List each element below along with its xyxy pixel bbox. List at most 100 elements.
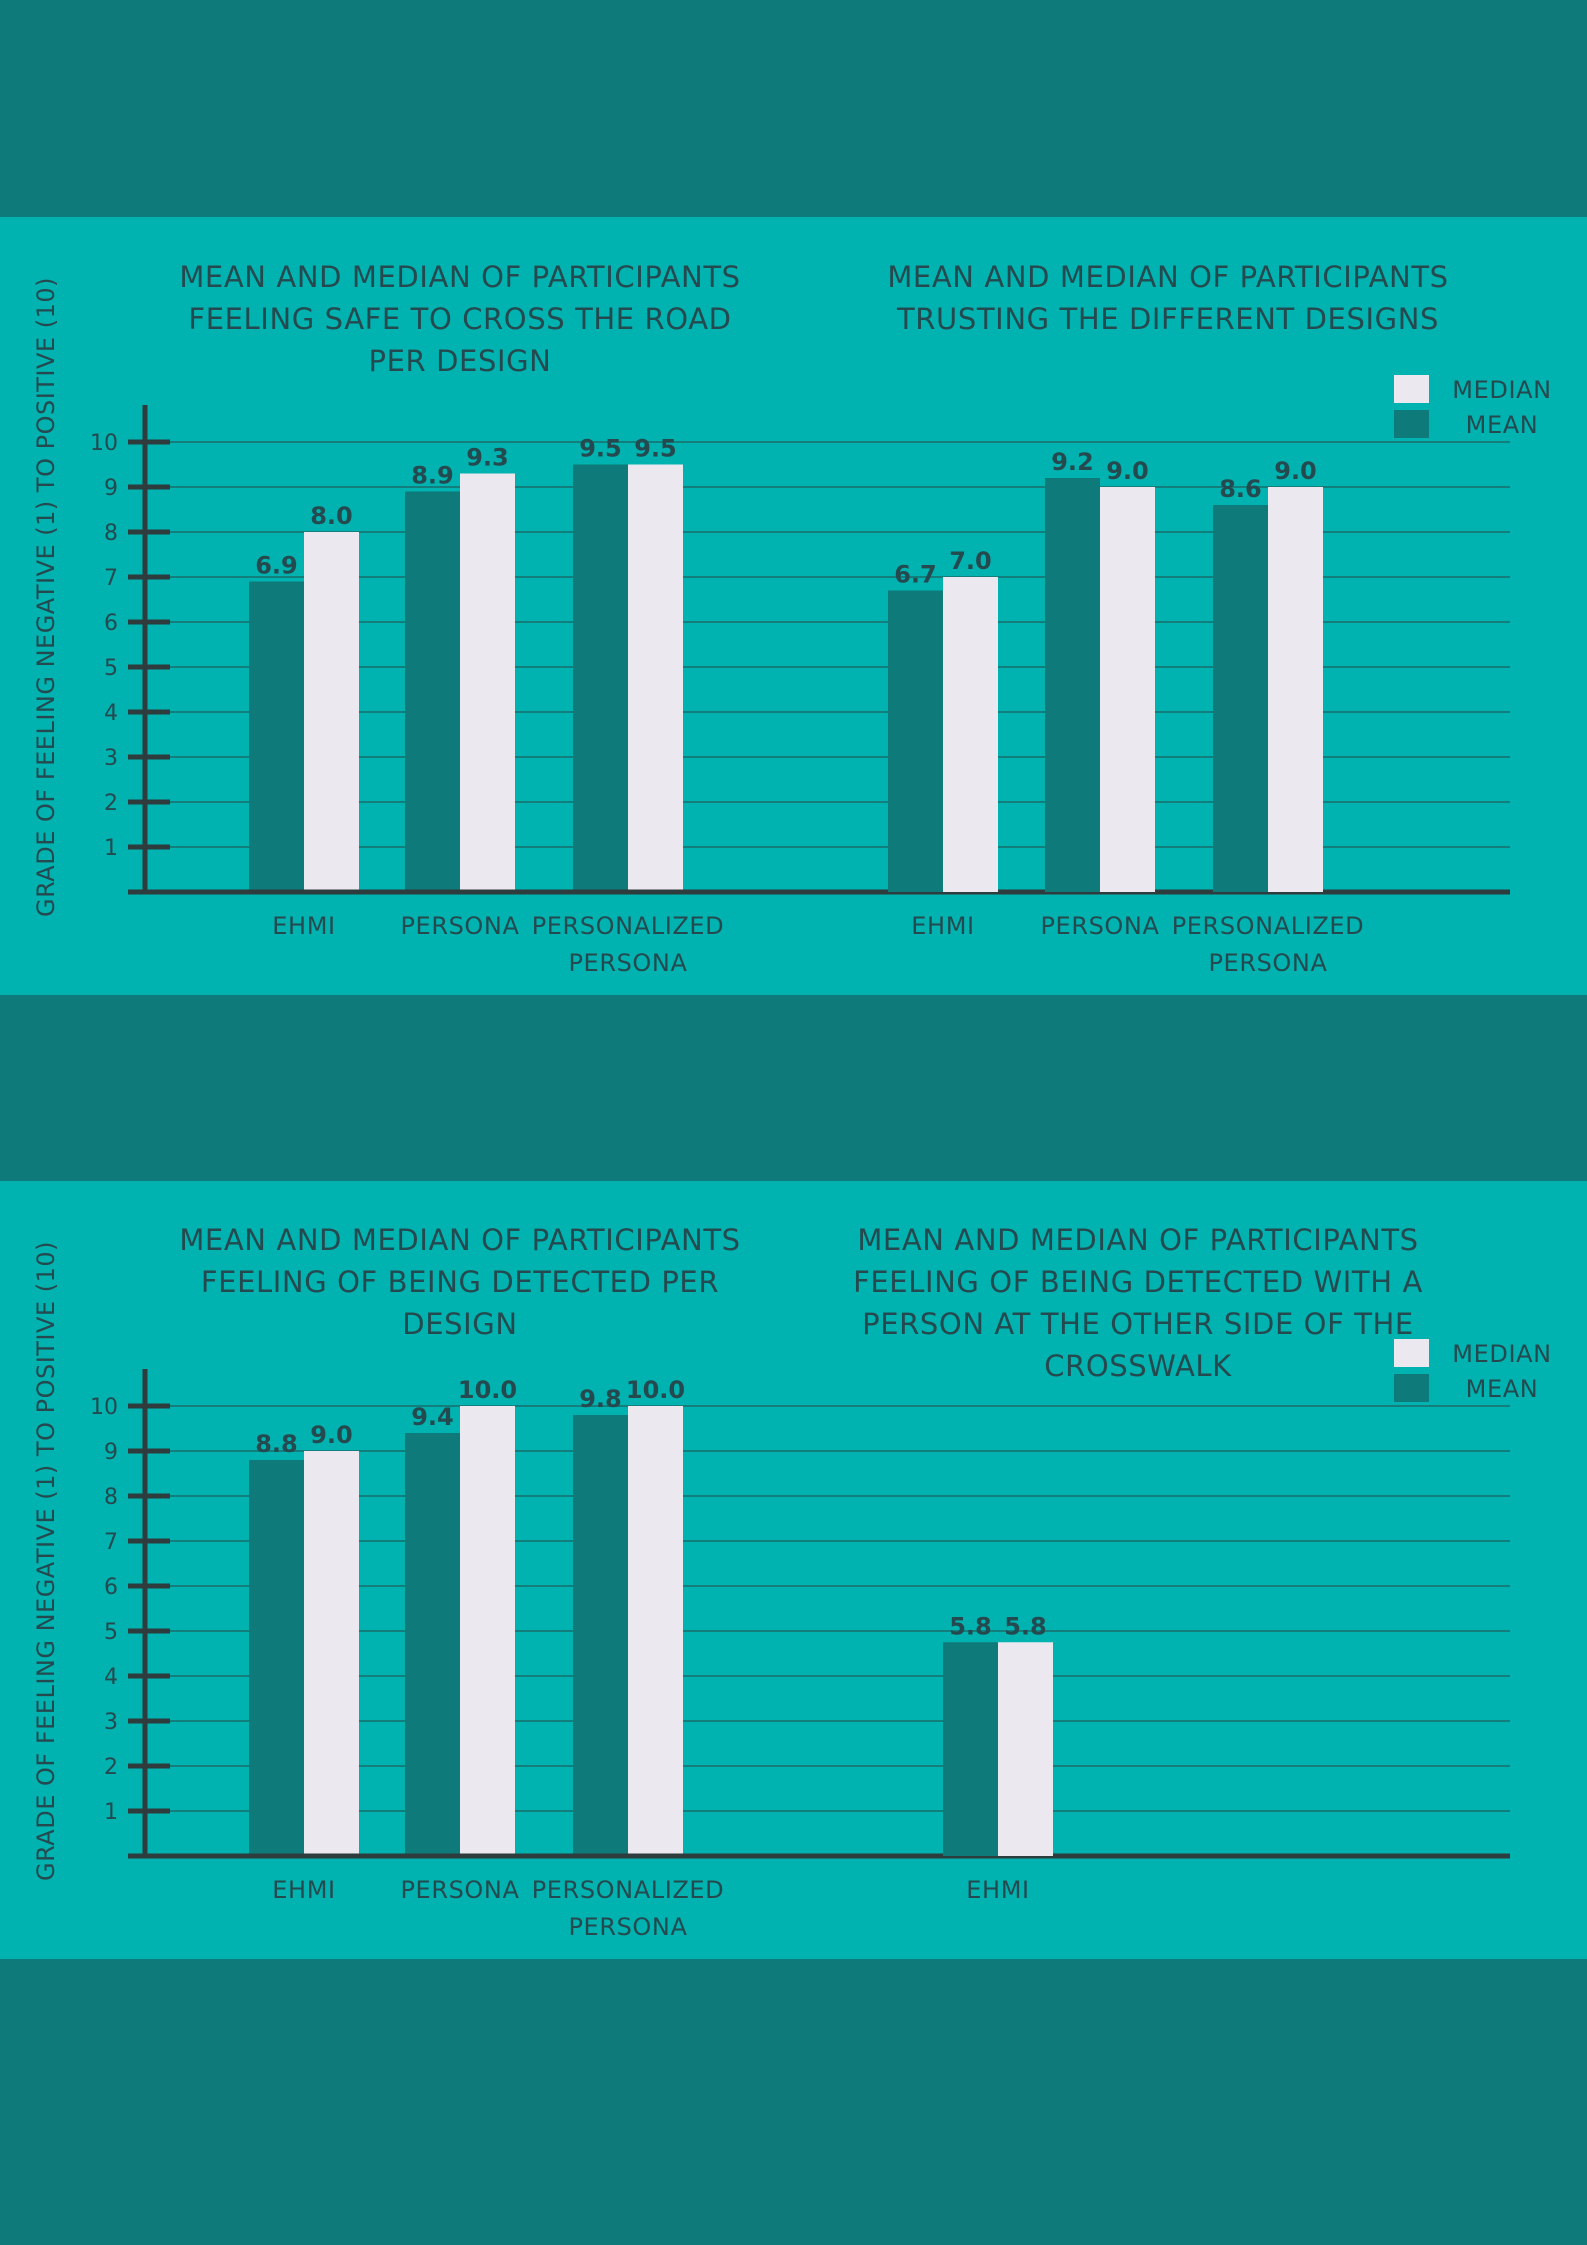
category-line: PERSONA: [400, 912, 519, 940]
legend-label-median: MEDIAN: [1452, 376, 1551, 404]
chart-3-value-label-mean: 9.8: [579, 1385, 622, 1413]
chart-4-category-label: EHMI: [966, 1876, 1029, 1904]
chart-1-bar-mean: [573, 464, 628, 892]
chart-3-y-tick-label: 2: [104, 1755, 118, 1780]
chart-3-bar-median: [304, 1451, 359, 1856]
legend-label-median: MEDIAN: [1452, 1340, 1551, 1368]
chart-2-category-label: PERSONALIZED PERSONA: [1172, 912, 1365, 977]
category-line: PERSONA: [568, 1913, 687, 1941]
chart-2-bar-mean: [1045, 478, 1100, 892]
chart-2-bar-median: [943, 577, 998, 892]
chart-3-title: MEAN AND MEDIAN OF PARTICIPANTS FEELING O…: [179, 1223, 740, 1341]
title-line: DESIGN: [402, 1307, 517, 1341]
chart-1-y-tick-label: 9: [104, 476, 118, 501]
chart-3-category-label: PERSONA: [400, 1876, 519, 1904]
chart-3-y-tick-label: 6: [104, 1575, 118, 1600]
chart-1-y-tick-label: 10: [90, 431, 118, 456]
category-line: EHMI: [272, 912, 335, 940]
category-line: EHMI: [272, 1876, 335, 1904]
chart-3-y-tick-label: 9: [104, 1440, 118, 1465]
chart-1-value-label-median: 9.5: [634, 435, 677, 463]
title-line: PERSON AT THE OTHER SIDE OF THE: [862, 1307, 1414, 1341]
chart-3-bar-mean: [249, 1460, 304, 1856]
chart-3-y-tick-label: 1: [104, 1800, 118, 1825]
chart-1-y-tick-label: 1: [104, 836, 118, 861]
chart-4-bar-mean: [943, 1642, 998, 1856]
chart-1-category-label: PERSONALIZED PERSONA: [532, 912, 725, 977]
chart-1-bar-mean: [249, 581, 304, 892]
category-line: EHMI: [911, 912, 974, 940]
legend-swatch-mean: [1394, 1374, 1429, 1402]
chart-1-bar-median: [628, 464, 683, 892]
title-line: FEELING OF BEING DETECTED PER: [201, 1265, 719, 1299]
chart-1-y-tick-label: 3: [104, 746, 118, 771]
chart-1-y-tick-label: 8: [104, 521, 118, 546]
chart-3-bar-mean: [405, 1433, 460, 1856]
bottom-charts-canvas: MEAN AND MEDIAN OF PARTICIPANTS FEELING O…: [32, 1223, 1551, 1941]
chart-3-y-tick-label: 8: [104, 1485, 118, 1510]
chart-3-y-tick-label: 10: [90, 1395, 118, 1420]
chart-2-value-label-mean: 9.2: [1051, 448, 1094, 476]
chart-3-bar-mean: [573, 1415, 628, 1856]
top-charts-canvas: MEAN AND MEDIAN OF PARTICIPANTS FEELING S…: [32, 260, 1551, 977]
chart-2-value-label-mean: 8.6: [1219, 475, 1262, 503]
chart-3-bar-median: [628, 1406, 683, 1856]
title-line: MEAN AND MEDIAN OF PARTICIPANTS: [887, 260, 1448, 294]
chart-1-y-tick-label: 6: [104, 611, 118, 636]
chart-3-category-label: EHMI: [272, 1876, 335, 1904]
chart-3-category-label: PERSONALIZED PERSONA: [532, 1876, 725, 1941]
chart-3-value-label-mean: 9.4: [411, 1403, 454, 1431]
chart-2-value-label-median: 7.0: [949, 547, 992, 575]
category-line: PERSONALIZED: [532, 1876, 725, 1904]
legend-swatch-median: [1394, 375, 1429, 403]
category-line: PERSONA: [1040, 912, 1159, 940]
title-line: CROSSWALK: [1044, 1349, 1232, 1383]
chart-3-y-axis-label: GRADE OF FEELING NEGATIVE (1) TO POSITIV…: [32, 1241, 60, 1881]
top-chart-panel: MEAN AND MEDIAN OF PARTICIPANTS FEELING S…: [0, 217, 1587, 995]
chart-3-y-tick-label: 3: [104, 1710, 118, 1735]
chart-2-category-label: EHMI: [911, 912, 974, 940]
title-line: PER DESIGN: [369, 344, 552, 378]
chart-3-y-tick-label: 5: [104, 1620, 118, 1645]
legend-swatch-median: [1394, 1339, 1429, 1367]
chart-3-value-label-mean: 8.8: [255, 1430, 298, 1458]
chart-2-bar-mean: [1213, 505, 1268, 892]
category-line: PERSONALIZED: [1172, 912, 1365, 940]
chart-1-value-label-mean: 9.5: [579, 435, 622, 463]
chart-1-bar-median: [304, 532, 359, 892]
legend-swatch-mean: [1394, 410, 1429, 438]
title-line: MEAN AND MEDIAN OF PARTICIPANTS: [179, 260, 740, 294]
chart-1-bar-median: [460, 473, 515, 892]
category-line: PERSONALIZED: [532, 912, 725, 940]
chart-4-title: MEAN AND MEDIAN OF PARTICIPANTS FEELING O…: [853, 1223, 1423, 1383]
chart-3-value-label-median: 9.0: [310, 1421, 353, 1449]
chart-1-y-tick-label: 5: [104, 656, 118, 681]
chart-3-bar-median: [460, 1406, 515, 1856]
category-line: PERSONA: [568, 949, 687, 977]
title-line: MEAN AND MEDIAN OF PARTICIPANTS: [179, 1223, 740, 1257]
chart-2-bar-mean: [888, 590, 943, 892]
chart-1-value-label-median: 8.0: [310, 502, 353, 530]
title-line: FEELING SAFE TO CROSS THE ROAD: [188, 302, 731, 336]
chart-4-value-label-median: 5.8: [1004, 1612, 1047, 1640]
chart-2-bar-median: [1100, 487, 1155, 892]
chart-2-value-label-mean: 6.7: [894, 561, 937, 589]
chart-2-category-label: PERSONA: [1040, 912, 1159, 940]
chart-1-y-tick-label: 4: [104, 701, 118, 726]
chart-1-category-label: PERSONA: [400, 912, 519, 940]
chart-1-category-label: EHMI: [272, 912, 335, 940]
chart-2-title: MEAN AND MEDIAN OF PARTICIPANTS TRUSTING …: [887, 260, 1448, 336]
legend-label-mean: MEAN: [1466, 411, 1539, 439]
chart-1-value-label-mean: 6.9: [255, 552, 298, 580]
chart-2-legend: MEDIAN MEAN: [1394, 375, 1551, 439]
chart-3-value-label-median: 10.0: [458, 1376, 517, 1404]
chart-3-y-tick-label: 7: [104, 1530, 118, 1555]
title-line: TRUSTING THE DIFFERENT DESIGNS: [896, 302, 1439, 336]
title-line: FEELING OF BEING DETECTED WITH A: [853, 1265, 1423, 1299]
chart-1-value-label-mean: 8.9: [411, 462, 454, 490]
chart-4-legend: MEDIAN MEAN: [1394, 1339, 1551, 1403]
chart-1-y-tick-label: 2: [104, 791, 118, 816]
chart-1-value-label-median: 9.3: [466, 444, 509, 472]
title-line: MEAN AND MEDIAN OF PARTICIPANTS: [857, 1223, 1418, 1257]
chart-4-value-label-mean: 5.8: [949, 1612, 992, 1640]
